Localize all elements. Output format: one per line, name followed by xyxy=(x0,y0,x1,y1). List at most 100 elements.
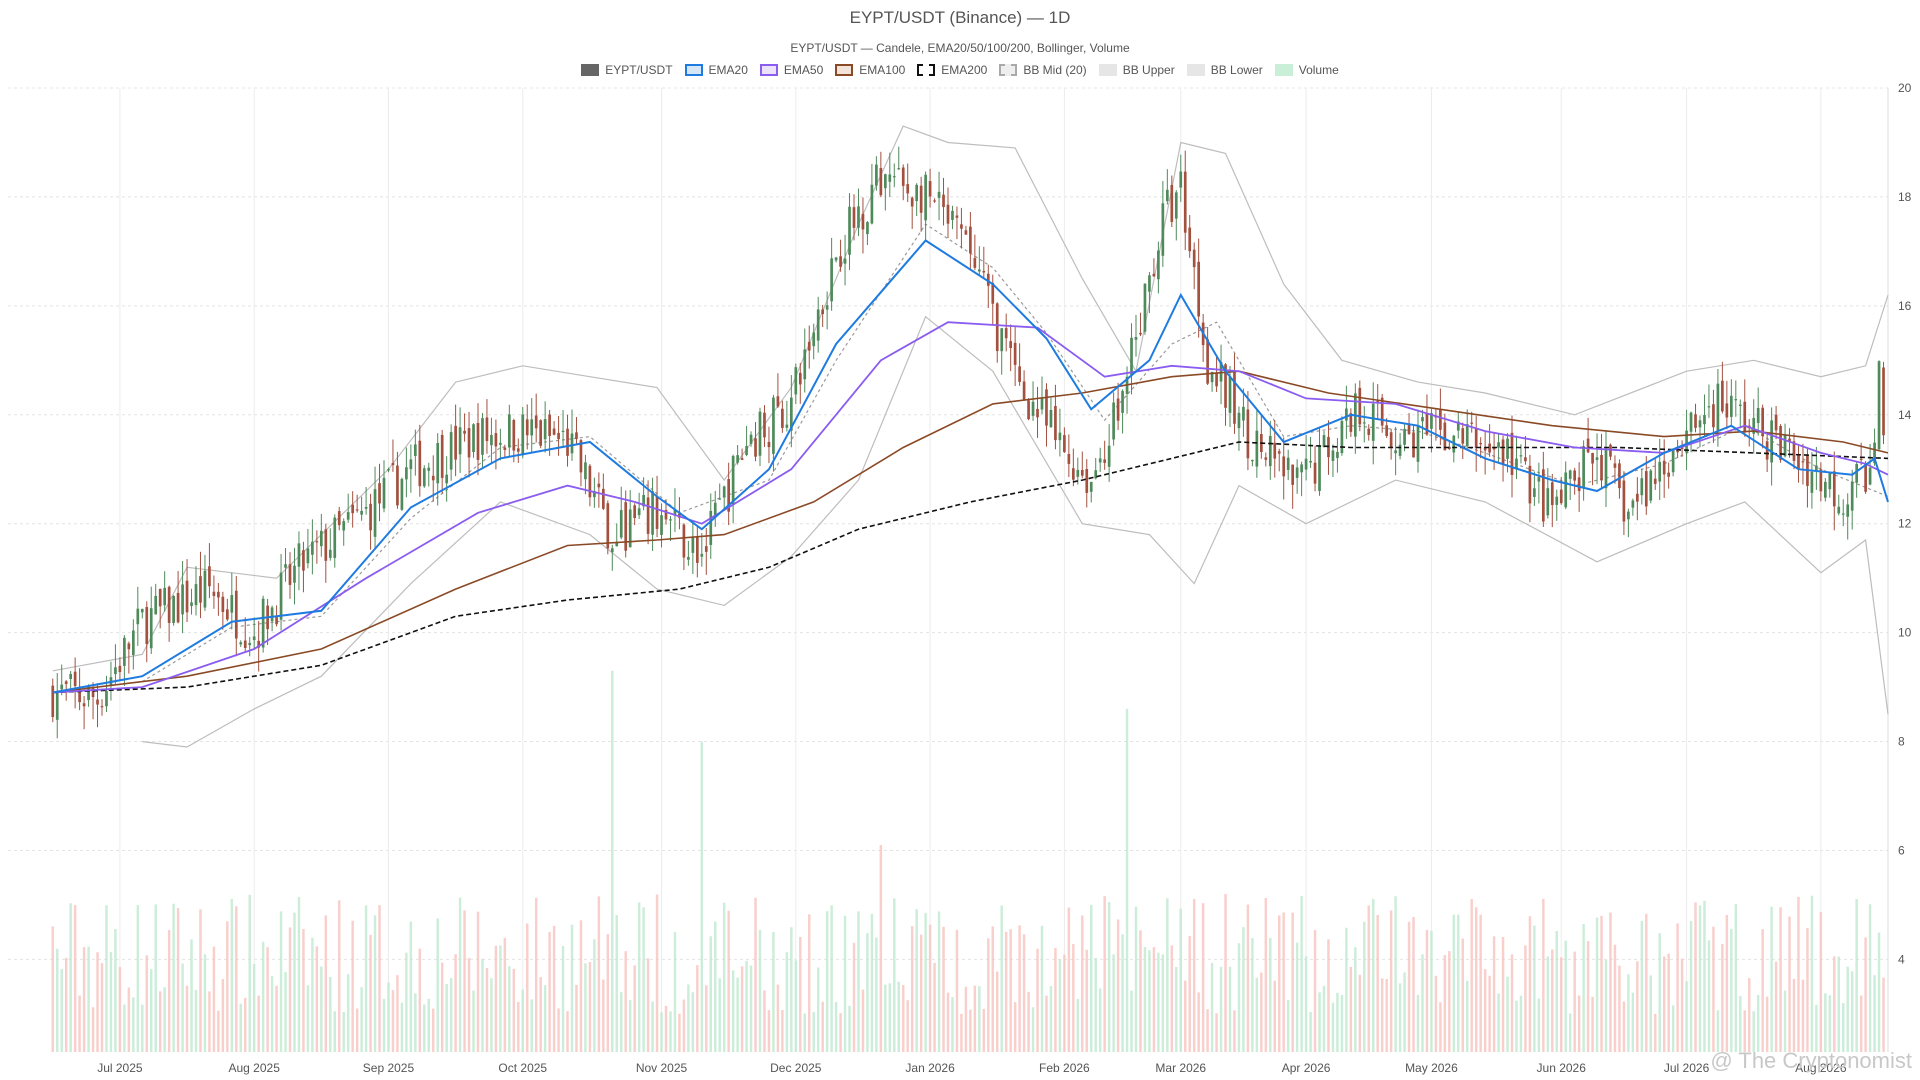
candle-body xyxy=(1291,464,1295,485)
volume-bar xyxy=(1573,951,1576,1052)
candle-body xyxy=(906,184,910,194)
candle-body xyxy=(1085,469,1089,493)
candle-body xyxy=(883,174,887,189)
volume-bar xyxy=(288,927,292,1052)
candle-body xyxy=(422,468,426,487)
legend-swatch-ema20 xyxy=(684,64,703,76)
candle-body xyxy=(772,397,775,454)
legend-item-bblower[interactable]: BB Lower xyxy=(1186,63,1263,77)
candle-body xyxy=(1367,428,1371,435)
candle-body xyxy=(1237,412,1241,429)
candle-body xyxy=(413,444,417,456)
candle-body xyxy=(1430,413,1433,429)
volume-bar xyxy=(355,1008,359,1052)
volume-bar xyxy=(1855,899,1858,1052)
volume-bar xyxy=(1859,995,1863,1052)
volume-bar xyxy=(1466,980,1469,1052)
candle-body xyxy=(230,595,234,613)
volume-bar xyxy=(1586,941,1590,1052)
candle-body xyxy=(1738,404,1742,407)
volume-bar xyxy=(1143,947,1147,1052)
volume-bar xyxy=(1680,958,1684,1052)
candle-body xyxy=(857,206,860,228)
legend-item-bbmid[interactable]: BB Mid (20) xyxy=(999,63,1087,77)
volume-bar xyxy=(1483,969,1487,1052)
volume-bar xyxy=(700,741,704,1052)
candle-body xyxy=(861,213,865,230)
y-tick-label: 6 xyxy=(1898,843,1905,857)
volume-bar xyxy=(1282,912,1285,1052)
volume-bar xyxy=(1228,966,1232,1052)
candle-body xyxy=(937,191,941,198)
legend-item-candles[interactable]: EYPT/USDT xyxy=(581,63,673,77)
x-tick-label: Jan 2026 xyxy=(905,1061,955,1075)
candle-body xyxy=(458,427,462,455)
legend-item-ema20[interactable]: EMA20 xyxy=(684,63,748,77)
volume-bar xyxy=(1049,986,1053,1052)
volume-bar xyxy=(1027,991,1030,1052)
candle-body xyxy=(503,447,507,450)
legend-item-ema100[interactable]: EMA100 xyxy=(835,63,905,77)
candle-body xyxy=(803,349,807,380)
volume-bar xyxy=(884,984,887,1052)
candle-body xyxy=(548,414,551,436)
chart-legend: EYPT/USDT EMA20 EMA50 EMA100 EMA200 BB Mid (2… xyxy=(0,63,1920,77)
candle-body xyxy=(557,432,560,440)
volume-bar xyxy=(1139,930,1142,1052)
candle-body xyxy=(1439,408,1442,430)
legend-item-ema50[interactable]: EMA50 xyxy=(759,63,823,77)
candle-body xyxy=(78,688,81,703)
volume-bar xyxy=(369,934,372,1052)
candle-body xyxy=(745,446,748,455)
legend-label-ema20: EMA20 xyxy=(708,63,748,77)
volume-bar xyxy=(494,945,498,1052)
candle-body xyxy=(642,494,645,507)
volume-bar xyxy=(1098,988,1102,1052)
volume-bar xyxy=(1622,1001,1626,1052)
volume-bar xyxy=(1725,914,1729,1052)
volume-bar xyxy=(1090,904,1093,1052)
candle-body xyxy=(1318,446,1321,491)
candle-body xyxy=(1224,364,1227,408)
candle-body xyxy=(951,210,954,220)
volume-bar xyxy=(1801,979,1805,1052)
volume-bar xyxy=(910,926,914,1052)
candle-body xyxy=(1716,383,1720,431)
candle-body xyxy=(687,556,690,560)
candle-body xyxy=(431,475,435,481)
volume-bar xyxy=(320,966,323,1052)
legend-item-volume[interactable]: Volume xyxy=(1274,63,1339,77)
volume-bar xyxy=(1327,939,1330,1052)
watermark: @ The Cryptonomist xyxy=(1710,1048,1912,1073)
volume-bar xyxy=(1385,979,1388,1052)
volume-bar xyxy=(208,991,211,1052)
volume-bar xyxy=(1828,995,1832,1052)
volume-bar xyxy=(217,1010,220,1052)
legend-label-candles: EYPT/USDT xyxy=(605,63,673,77)
volume-bar xyxy=(1313,930,1317,1052)
candle-body xyxy=(1568,470,1572,479)
candle-body xyxy=(1823,481,1827,498)
legend-label-ema100: EMA100 xyxy=(859,63,906,77)
volume-bar xyxy=(261,941,265,1052)
volume-bar xyxy=(1842,1002,1845,1052)
volume-bar xyxy=(1354,947,1357,1052)
candle-body xyxy=(73,671,77,687)
volume-bar xyxy=(834,1001,838,1052)
legend-item-bbupper[interactable]: BB Upper xyxy=(1098,63,1175,77)
volume-bar xyxy=(1873,975,1876,1052)
candle-body xyxy=(396,465,399,506)
volume-bar xyxy=(1850,971,1854,1052)
volume-bar xyxy=(848,1005,851,1052)
candle-body xyxy=(1756,408,1760,423)
volume-bar xyxy=(1434,975,1438,1052)
volume-bar xyxy=(481,958,484,1052)
candle-body xyxy=(1336,451,1339,459)
volume-bar xyxy=(132,997,135,1052)
volume-bar xyxy=(257,995,260,1052)
candle-body xyxy=(1501,439,1505,464)
legend-item-ema200[interactable]: EMA200 xyxy=(917,63,987,77)
candle-body xyxy=(709,510,713,545)
volume-bar xyxy=(996,971,999,1052)
candle-body xyxy=(1215,372,1218,387)
